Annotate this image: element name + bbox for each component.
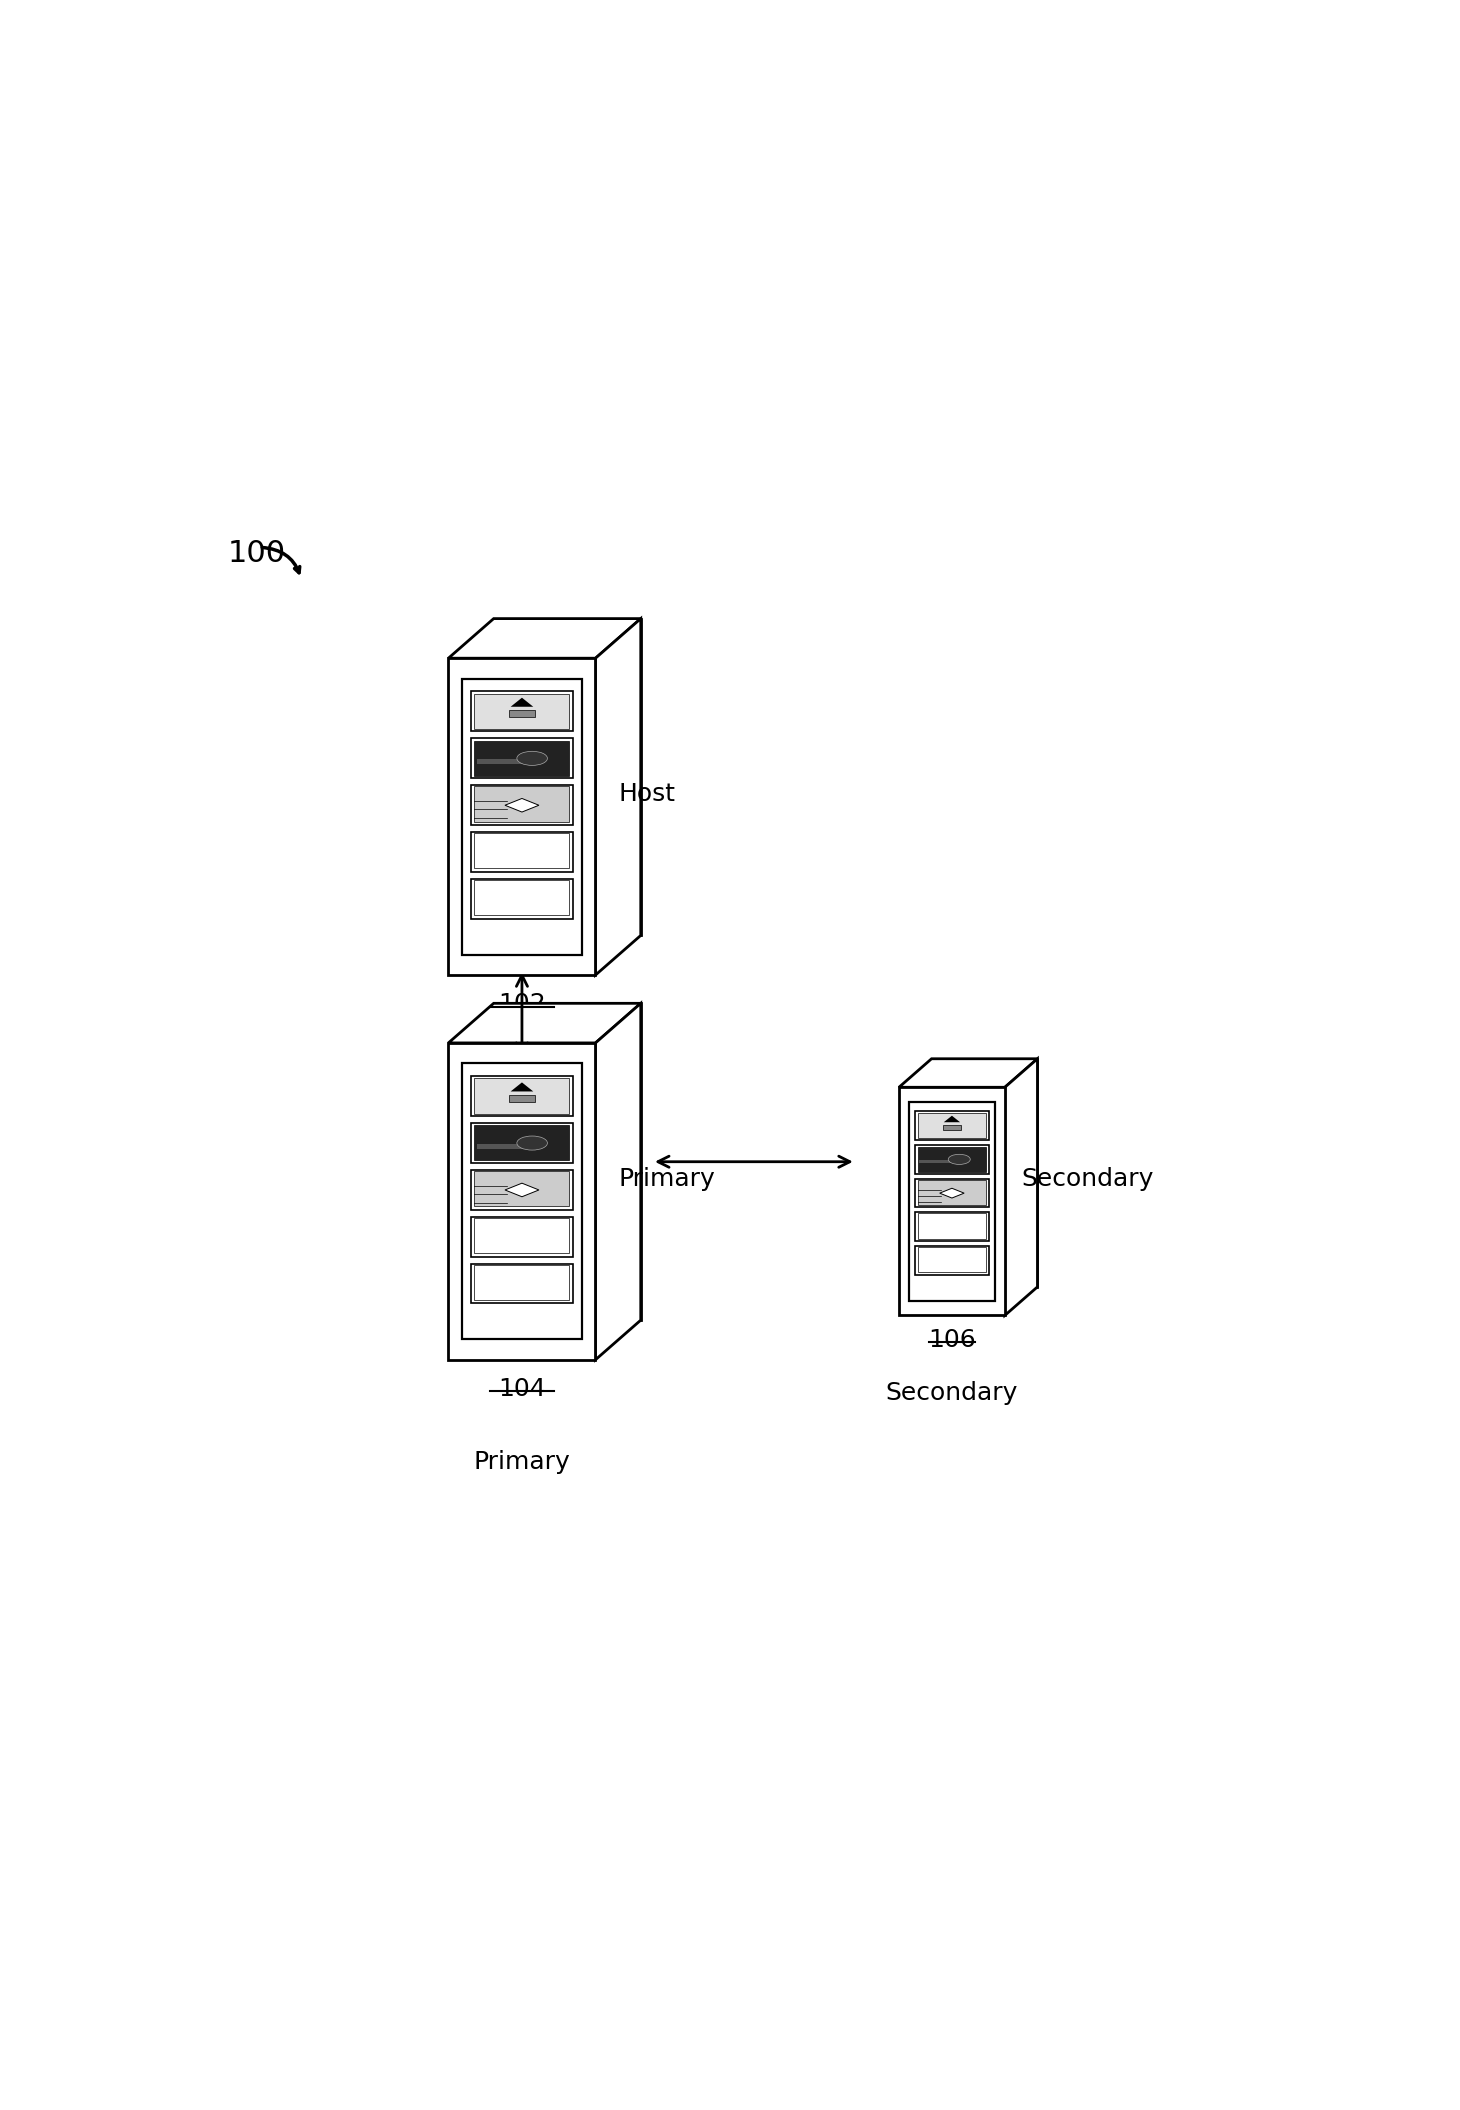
FancyBboxPatch shape [931, 1059, 1038, 1287]
FancyBboxPatch shape [472, 1123, 572, 1163]
FancyBboxPatch shape [474, 741, 569, 776]
FancyBboxPatch shape [472, 692, 572, 732]
FancyBboxPatch shape [920, 1160, 956, 1163]
FancyBboxPatch shape [472, 785, 572, 825]
FancyBboxPatch shape [915, 1112, 988, 1139]
FancyBboxPatch shape [918, 1213, 986, 1239]
Polygon shape [596, 1004, 641, 1359]
Polygon shape [505, 1184, 539, 1196]
FancyBboxPatch shape [472, 1076, 572, 1116]
Polygon shape [943, 1116, 961, 1123]
Ellipse shape [948, 1154, 971, 1165]
FancyBboxPatch shape [474, 694, 569, 728]
FancyBboxPatch shape [476, 1144, 527, 1148]
FancyBboxPatch shape [918, 1146, 986, 1171]
FancyBboxPatch shape [474, 833, 569, 869]
Text: Secondary: Secondary [1021, 1167, 1153, 1190]
FancyBboxPatch shape [476, 760, 527, 764]
FancyBboxPatch shape [915, 1247, 988, 1274]
FancyBboxPatch shape [918, 1112, 986, 1137]
FancyBboxPatch shape [448, 658, 596, 975]
Polygon shape [1004, 1059, 1038, 1315]
FancyBboxPatch shape [474, 1078, 569, 1114]
FancyBboxPatch shape [461, 1063, 583, 1340]
FancyBboxPatch shape [510, 1095, 534, 1101]
Polygon shape [511, 698, 533, 707]
Text: 102: 102 [498, 992, 546, 1017]
Text: Primary: Primary [618, 1167, 715, 1190]
FancyBboxPatch shape [472, 1217, 572, 1258]
Polygon shape [511, 1082, 533, 1091]
FancyBboxPatch shape [472, 738, 572, 779]
FancyBboxPatch shape [915, 1213, 988, 1241]
FancyBboxPatch shape [943, 1125, 961, 1129]
Text: 106: 106 [929, 1327, 975, 1353]
FancyBboxPatch shape [474, 1125, 569, 1161]
Text: Secondary: Secondary [886, 1380, 1018, 1405]
FancyBboxPatch shape [493, 1004, 641, 1321]
FancyBboxPatch shape [899, 1087, 1004, 1315]
FancyBboxPatch shape [915, 1179, 988, 1207]
Text: 104: 104 [498, 1376, 546, 1401]
FancyBboxPatch shape [918, 1247, 986, 1272]
FancyBboxPatch shape [472, 880, 572, 918]
FancyBboxPatch shape [474, 787, 569, 821]
FancyBboxPatch shape [474, 1264, 569, 1300]
FancyBboxPatch shape [474, 1171, 569, 1207]
FancyBboxPatch shape [448, 1042, 596, 1359]
Ellipse shape [517, 751, 548, 766]
Text: Host: Host [618, 783, 675, 806]
FancyBboxPatch shape [908, 1101, 996, 1300]
FancyBboxPatch shape [493, 618, 641, 935]
Polygon shape [448, 1004, 641, 1042]
FancyBboxPatch shape [472, 831, 572, 871]
Polygon shape [505, 798, 539, 812]
Text: Primary: Primary [473, 1450, 571, 1475]
FancyBboxPatch shape [461, 679, 583, 954]
Ellipse shape [517, 1135, 548, 1150]
FancyBboxPatch shape [510, 711, 534, 717]
FancyBboxPatch shape [472, 1264, 572, 1304]
Polygon shape [448, 618, 641, 658]
FancyBboxPatch shape [918, 1179, 986, 1205]
FancyBboxPatch shape [915, 1146, 988, 1173]
Polygon shape [596, 618, 641, 975]
FancyBboxPatch shape [474, 1217, 569, 1253]
FancyBboxPatch shape [472, 1169, 572, 1209]
Polygon shape [940, 1188, 964, 1198]
FancyBboxPatch shape [474, 880, 569, 916]
Text: 100: 100 [228, 540, 286, 568]
Polygon shape [899, 1059, 1038, 1087]
